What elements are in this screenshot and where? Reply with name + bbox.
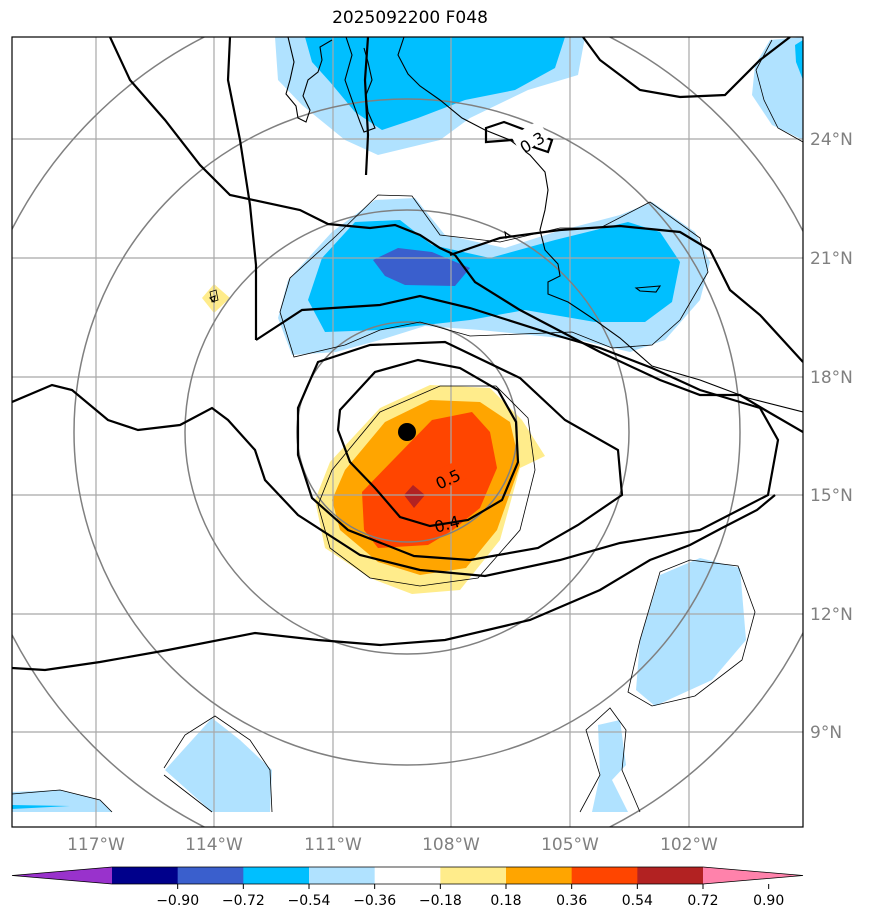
thin-contour-s [579,707,641,813]
colorbar-tick-label: −0.36 [353,893,396,909]
colorbar-segment [374,867,441,884]
deep-blue-area-central [308,220,680,332]
contour-0-4 [12,294,780,578]
thin-contour-storm [317,385,536,587]
blue-area-south [592,720,628,812]
deep-blue-area-north [305,37,565,130]
shaded-field [12,37,803,812]
thin-contour-sw [163,715,273,813]
thin-contour-yellow [209,289,219,303]
colorbar-segment [637,867,704,884]
lat-label-24N: 24°N [810,130,853,150]
map-title: 2025092200 F048 [332,8,488,28]
lat-label-18N: 18°N [810,368,853,388]
lon-label-108W: 108°W [422,835,480,855]
colorbar-tick-label: 0.72 [687,893,718,909]
lon-label-117W: 117°W [67,835,125,855]
contour-inner-ring [336,358,520,528]
contour-gulf [363,37,370,176]
lon-label-102W: 102°W [660,835,718,855]
colorbar-tick-label: 0.36 [556,893,587,909]
colorbar-outline [11,866,804,885]
lon-label-114W: 114°W [185,835,243,855]
deep-blue-area-far-sw [12,805,70,809]
contour-0-3 [12,494,776,672]
colorbar-segment [309,867,376,884]
blue-area-southeast [636,558,746,706]
dark-red-area-storm [404,485,425,508]
colorbar-segment [243,867,310,884]
colorbar-segment [571,867,638,884]
thin-contour-far-sw [12,789,113,813]
colorbar-tick-label: 0.54 [622,893,653,909]
storm-center-marker [398,423,416,441]
colorbar-segment [440,867,507,884]
colorbar: −0.90 −0.72 −0.54 −0.36 −0.18 0.18 0.36 0.54 0.7… [11,866,804,909]
thin-contour-se [627,559,756,707]
contour-0-5 [296,340,624,562]
thick-contours [12,37,803,672]
red-orange-area-storm [362,412,497,548]
contour-0-3-label-line [484,120,554,154]
colorbar-tick-label: 0.90 [753,893,784,909]
lat-label-15N: 15°N [810,486,853,506]
contour-north-upper [109,37,456,256]
colorbar-tick-label: −0.72 [222,893,265,909]
graticule [12,37,803,827]
lon-label-105W: 105°W [541,835,599,855]
colorbar-tick-label: 0.18 [490,893,521,909]
colorbar-tick-label: −0.54 [288,893,331,909]
deep-blue-area-ne [795,40,803,80]
mainland-coastline [397,37,803,413]
baja-coastline [285,37,333,123]
gulf-coastline [344,37,376,133]
colorbar-segment [177,867,244,884]
yellow-area-west [202,284,230,313]
blue-area-far-sw [12,790,112,812]
colorbar-segment [506,867,573,884]
lat-labels: 24°N 21°N 18°N 15°N 12°N 9°N [810,130,853,743]
contour-northeast [582,37,791,99]
lon-label-111W: 111°W [304,835,362,855]
lat-label-9N: 9°N [810,723,842,743]
map-frame [11,36,804,828]
colorbar-tick-label: −0.90 [156,893,199,909]
blue-area-ne [752,37,803,140]
lon-labels: 117°W 114°W 111°W 108°W 105°W 102°W [67,835,718,855]
colorbar-segment [112,867,179,884]
map-plot-area [12,37,803,827]
contour-north-ridge [454,254,803,433]
lat-label-21N: 21°N [810,249,853,269]
blue-area-southwest [165,718,272,812]
colorbar-extend-high [703,867,803,884]
contour-north-sub [449,224,803,363]
colorbar-tick-label: −0.18 [419,893,462,909]
colorbar-extend-low [12,867,112,884]
contour-north-fold [226,37,258,340]
lat-label-12N: 12°N [810,605,853,625]
